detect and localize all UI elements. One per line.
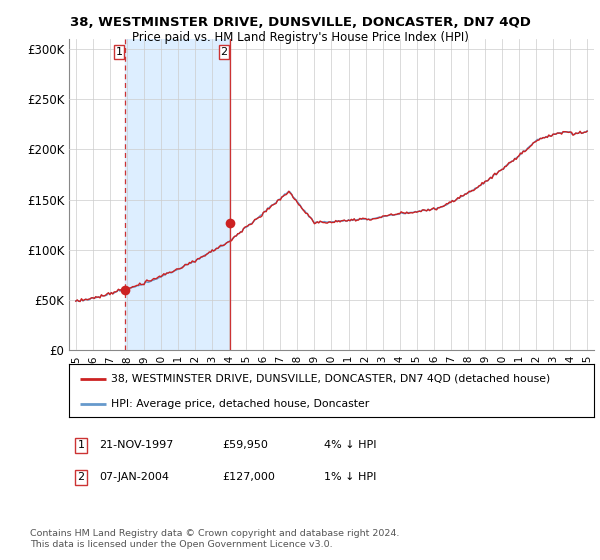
Text: 38, WESTMINSTER DRIVE, DUNSVILLE, DONCASTER, DN7 4QD (detached house): 38, WESTMINSTER DRIVE, DUNSVILLE, DONCAS… — [111, 374, 550, 384]
Text: 1% ↓ HPI: 1% ↓ HPI — [324, 472, 376, 482]
Text: 21-NOV-1997: 21-NOV-1997 — [99, 440, 173, 450]
Text: HPI: Average price, detached house, Doncaster: HPI: Average price, detached house, Donc… — [111, 399, 369, 409]
Text: 2: 2 — [220, 47, 227, 57]
Text: £127,000: £127,000 — [222, 472, 275, 482]
Text: 1: 1 — [115, 47, 122, 57]
Text: Contains HM Land Registry data © Crown copyright and database right 2024.
This d: Contains HM Land Registry data © Crown c… — [30, 529, 400, 549]
Text: 38, WESTMINSTER DRIVE, DUNSVILLE, DONCASTER, DN7 4QD: 38, WESTMINSTER DRIVE, DUNSVILLE, DONCAS… — [70, 16, 530, 29]
Text: 1: 1 — [77, 440, 85, 450]
Bar — [125, 39, 230, 350]
Text: Price paid vs. HM Land Registry's House Price Index (HPI): Price paid vs. HM Land Registry's House … — [131, 31, 469, 44]
Text: £59,950: £59,950 — [222, 440, 268, 450]
Text: 2: 2 — [77, 472, 85, 482]
Text: 4% ↓ HPI: 4% ↓ HPI — [324, 440, 377, 450]
Text: 07-JAN-2004: 07-JAN-2004 — [99, 472, 169, 482]
